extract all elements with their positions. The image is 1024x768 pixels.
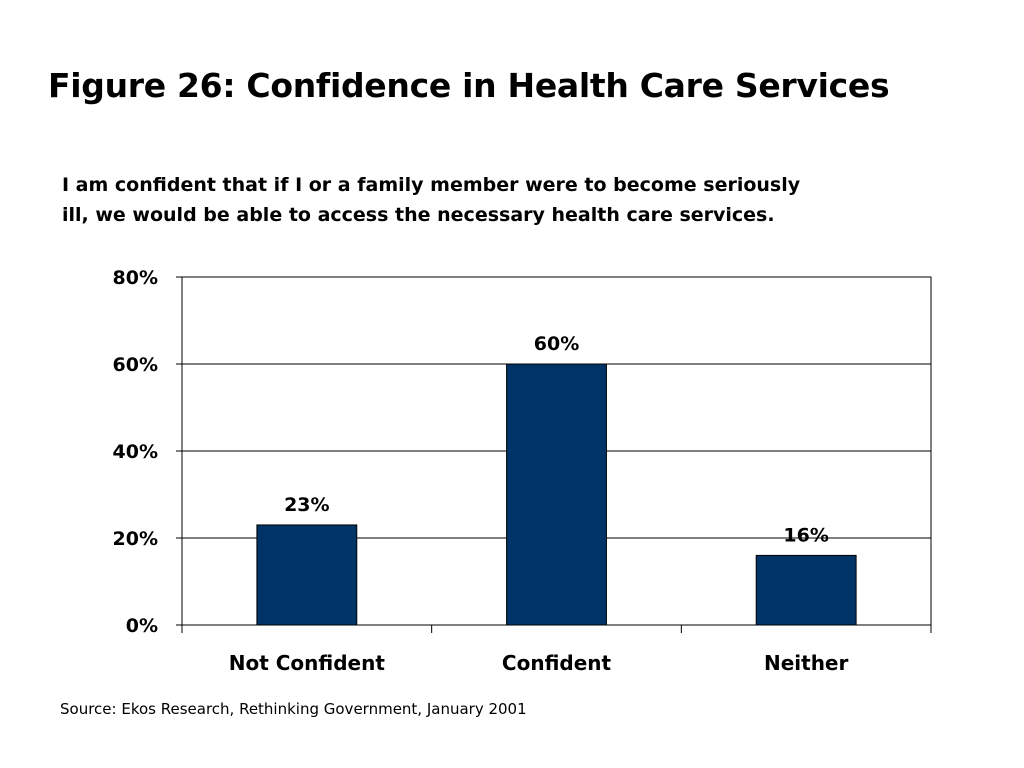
y-tick-label: 0% — [126, 615, 158, 637]
bar — [256, 524, 358, 626]
data-label: 16% — [783, 524, 828, 546]
x-category-label: Neither — [764, 651, 849, 675]
y-tick-label: 20% — [113, 528, 158, 550]
chart-question: I am confident that if I or a family mem… — [62, 170, 962, 230]
chart-labels: 0% 20% 40% 60% 80% 23% Not Confident 60% Confide… — [113, 267, 849, 675]
chart-axes — [176, 276, 932, 633]
x-category-label: Not Confident — [229, 651, 386, 675]
bar — [506, 363, 607, 626]
y-tick-label: 80% — [113, 267, 158, 289]
y-tick-label: 40% — [113, 441, 158, 463]
page-title: Figure 26: Confidence in Health Care Ser… — [48, 66, 890, 105]
bar — [755, 554, 857, 626]
data-label: 60% — [534, 333, 579, 355]
chart-question-line-2: ill, we would be able to access the nece… — [62, 204, 775, 226]
y-tick-label: 60% — [113, 354, 158, 376]
chart-bars — [256, 363, 857, 626]
data-label: 23% — [284, 494, 329, 516]
source-note: Source: Ekos Research, Rethinking Govern… — [60, 700, 527, 718]
x-category-label: Confident — [502, 651, 612, 675]
chart-question-line-1: I am confident that if I or a family mem… — [62, 174, 801, 196]
